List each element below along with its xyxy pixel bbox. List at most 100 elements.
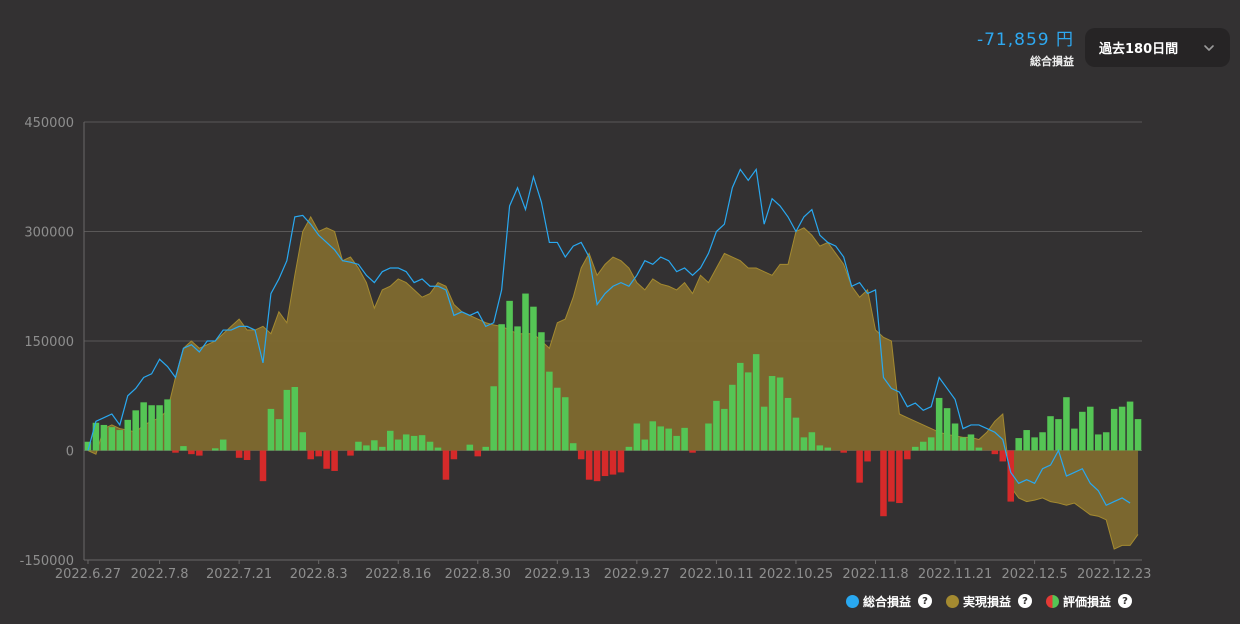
unrealized-bar bbox=[1134, 419, 1142, 451]
legend-item-realized[interactable]: 実現損益 ? bbox=[945, 593, 1032, 610]
unrealized-bar bbox=[347, 450, 354, 456]
y-tick-label: 300000 bbox=[24, 226, 74, 241]
unrealized-bar bbox=[235, 450, 243, 458]
unrealized-bar bbox=[768, 376, 776, 451]
unrealized-bar bbox=[856, 450, 863, 483]
unrealized-bar bbox=[991, 450, 999, 455]
unrealized-bar bbox=[880, 450, 887, 517]
help-icon[interactable]: ? bbox=[1118, 594, 1132, 608]
total-pnl-label: 総合損益 bbox=[1030, 55, 1074, 68]
unrealized-bar bbox=[1094, 434, 1102, 451]
unrealized-bar bbox=[601, 450, 609, 477]
legend-item-total[interactable]: 総合損益 ? bbox=[845, 593, 932, 610]
unrealized-bar bbox=[577, 450, 585, 460]
x-tick-label: 2022.11.21 bbox=[918, 567, 992, 582]
unrealized-bar bbox=[1063, 397, 1070, 451]
unrealized-bar bbox=[625, 446, 633, 451]
y-tick-label: 150000 bbox=[24, 335, 74, 350]
help-icon[interactable]: ? bbox=[917, 594, 932, 608]
unrealized-bar bbox=[116, 430, 124, 451]
unrealized-bar bbox=[713, 400, 720, 451]
unrealized-bar bbox=[593, 450, 601, 482]
unrealized-bar bbox=[323, 450, 330, 469]
unrealized-bar bbox=[975, 447, 983, 451]
unrealized-bar bbox=[744, 372, 752, 451]
unrealized-bar bbox=[394, 439, 402, 451]
unrealized-bar bbox=[148, 405, 155, 451]
unrealized-bar bbox=[951, 423, 959, 451]
unrealized-bar bbox=[959, 437, 967, 451]
unrealized-bar bbox=[92, 422, 100, 451]
unrealized-bar bbox=[379, 446, 386, 451]
unrealized-bar bbox=[904, 450, 911, 460]
unrealized-bar bbox=[283, 389, 291, 451]
unrealized-bar bbox=[562, 397, 569, 451]
unrealized-bar bbox=[331, 450, 338, 471]
period-dropdown-label: 過去180日間 bbox=[1099, 42, 1179, 57]
unrealized-bar bbox=[1023, 430, 1030, 451]
unrealized-bar bbox=[776, 377, 784, 451]
unrealized-bar bbox=[633, 423, 641, 451]
unrealized-bar bbox=[490, 386, 497, 451]
unrealized-bar bbox=[506, 300, 513, 451]
unrealized-bar bbox=[1110, 408, 1118, 451]
legend-label-total: 総合損益 bbox=[862, 594, 911, 609]
period-dropdown[interactable]: 過去180日間 bbox=[1085, 28, 1230, 67]
legend-dot-unrealized bbox=[1045, 594, 1059, 608]
unrealized-bar bbox=[315, 450, 322, 457]
unrealized-bar bbox=[1079, 411, 1086, 451]
unrealized-bar bbox=[943, 408, 951, 451]
x-tick-label: 2022.12.23 bbox=[1077, 567, 1151, 582]
unrealized-bar bbox=[196, 450, 203, 456]
unrealized-bar bbox=[546, 371, 553, 451]
unrealized-bar bbox=[840, 450, 847, 453]
unrealized-bar bbox=[498, 324, 505, 451]
unrealized-bar bbox=[219, 439, 227, 451]
x-tick-label: 2022.9.27 bbox=[604, 567, 670, 582]
unrealized-bar bbox=[100, 424, 108, 451]
unrealized-bar bbox=[935, 397, 943, 451]
unrealized-bar bbox=[1087, 406, 1094, 451]
unrealized-bar bbox=[569, 443, 577, 451]
unrealized-bar bbox=[514, 326, 521, 451]
unrealized-bar bbox=[1039, 432, 1046, 451]
legend-item-unrealized[interactable]: 評価損益 ? bbox=[1045, 593, 1132, 610]
y-tick-label: 0 bbox=[66, 445, 74, 460]
unrealized-bar bbox=[816, 445, 824, 451]
unrealized-bar bbox=[418, 435, 426, 451]
unrealized-bar bbox=[538, 332, 545, 451]
unrealized-bar bbox=[426, 441, 434, 451]
help-icon[interactable]: ? bbox=[1017, 594, 1032, 608]
unrealized-bar bbox=[1102, 432, 1110, 451]
unrealized-bar bbox=[1031, 437, 1038, 451]
unrealized-bar bbox=[291, 386, 299, 451]
y-tick-label: 450000 bbox=[24, 116, 74, 131]
unrealized-bar bbox=[482, 446, 489, 451]
unrealized-bar bbox=[530, 306, 537, 451]
unrealized-bar bbox=[156, 405, 163, 451]
unrealized-bar bbox=[585, 450, 593, 480]
x-tick-label: 2022.9.13 bbox=[524, 567, 590, 582]
unrealized-bar bbox=[1047, 416, 1054, 451]
unrealized-bar bbox=[999, 450, 1007, 462]
total-line bbox=[87, 167, 1131, 507]
legend-dot-realized bbox=[945, 594, 959, 608]
unrealized-bar bbox=[1118, 406, 1126, 451]
x-tick-label: 2022.7.8 bbox=[131, 567, 189, 582]
x-tick-label: 2022.10.25 bbox=[759, 567, 833, 582]
unrealized-bar bbox=[721, 408, 728, 451]
unrealized-bar bbox=[434, 447, 442, 451]
unrealized-bar bbox=[665, 428, 672, 451]
chevron-down-icon bbox=[1204, 44, 1214, 51]
unrealized-bar bbox=[442, 450, 450, 480]
unrealized-bar bbox=[84, 441, 92, 451]
unrealized-bar bbox=[450, 450, 458, 460]
unrealized-bar bbox=[387, 430, 394, 451]
unrealized-bar bbox=[466, 444, 474, 451]
unrealized-bar bbox=[259, 450, 267, 482]
unrealized-bar bbox=[371, 440, 378, 451]
unrealized-bar bbox=[1007, 450, 1015, 502]
unrealized-bar bbox=[307, 450, 314, 460]
unrealized-bar bbox=[912, 446, 919, 451]
